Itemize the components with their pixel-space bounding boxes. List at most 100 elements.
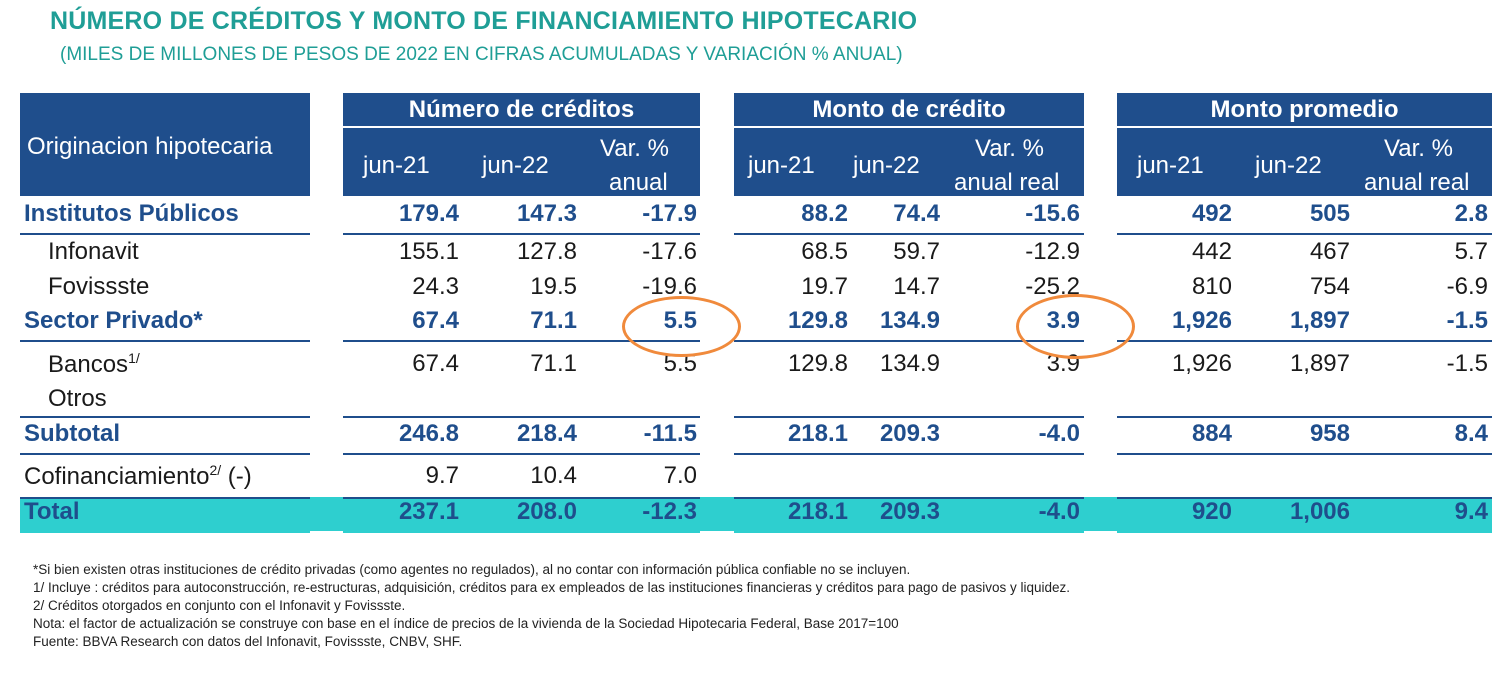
table-cell: 2.8 <box>1454 200 1488 227</box>
col-header-var: Var. % <box>1384 135 1453 162</box>
table-cell: 218.1 <box>787 498 848 525</box>
table-cell: 1,897 <box>1289 350 1350 377</box>
table-cell: -1.5 <box>1446 307 1488 334</box>
row-divider <box>734 497 1084 499</box>
table-cell: 129.8 <box>787 350 848 377</box>
row-divider <box>343 416 700 418</box>
table-cell: 754 <box>1309 273 1350 300</box>
table-cell: 920 <box>1191 498 1232 525</box>
col-header-var-sub: anual real <box>1364 169 1470 196</box>
row-label: Sector Privado* <box>24 307 203 334</box>
row-label: Infonavit <box>48 238 139 265</box>
table-cell: 155.1 <box>398 238 459 265</box>
table-cell: -19.6 <box>642 273 697 300</box>
table-cell: -6.9 <box>1446 273 1488 300</box>
col-header-var-sub: anual real <box>954 169 1060 196</box>
row-divider <box>343 453 700 455</box>
col-header-var-sub: anual <box>609 169 668 196</box>
row-divider <box>734 453 1084 455</box>
row-label: Cofinanciamiento2/ (-) <box>24 462 252 490</box>
table-cell: 505 <box>1309 200 1350 227</box>
table-cell: 9.7 <box>425 462 459 489</box>
footnote: *Si bien existen otras instituciones de … <box>33 562 911 577</box>
row-divider <box>20 497 310 499</box>
col-header-var: Var. % <box>975 135 1044 162</box>
footnote: 2/ Créditos otorgados en conjunto con el… <box>33 598 406 613</box>
row-divider <box>20 340 310 342</box>
footnote-marker: 1/ <box>128 350 140 366</box>
table-cell: 1,926 <box>1171 350 1232 377</box>
row-label: Otros <box>48 385 107 412</box>
row-header-label: Originacion hipotecaria <box>27 133 273 160</box>
row-divider <box>1117 416 1492 418</box>
table-cell: 492 <box>1191 200 1232 227</box>
col-header-jun21: jun-21 <box>363 152 430 179</box>
footnote-marker: 2/ <box>209 462 222 478</box>
table-cell: -12.9 <box>1025 238 1080 265</box>
group-header-numero: Número de créditos <box>343 93 700 126</box>
row-divider <box>343 531 700 533</box>
total-row-background <box>20 497 1492 531</box>
table-cell: 59.7 <box>893 238 940 265</box>
table-cell: 71.1 <box>530 307 577 334</box>
row-divider <box>1117 453 1492 455</box>
table-cell: 237.1 <box>398 498 459 525</box>
table-cell: 246.8 <box>398 420 459 447</box>
row-label: Institutos Públicos <box>24 200 239 227</box>
table-cell: -17.9 <box>642 200 697 227</box>
table-cell: 19.7 <box>801 273 848 300</box>
table-cell: 218.4 <box>516 420 577 447</box>
subheader-bg-numero <box>343 128 700 196</box>
table-cell: -12.3 <box>642 498 697 525</box>
table-cell: 7.0 <box>663 462 697 489</box>
table-cell: 24.3 <box>412 273 459 300</box>
row-divider <box>734 340 1084 342</box>
table-cell: 147.3 <box>516 200 577 227</box>
table-cell: 134.9 <box>879 307 940 334</box>
table-cell: 208.0 <box>516 498 577 525</box>
table-cell: 209.3 <box>879 420 940 447</box>
subheader-bg-promedio <box>1117 128 1492 196</box>
col-header-jun22: jun-22 <box>482 152 549 179</box>
table-cell: -4.0 <box>1038 498 1080 525</box>
table-cell: 127.8 <box>516 238 577 265</box>
table-cell: 218.1 <box>787 420 848 447</box>
table-cell: -4.0 <box>1038 420 1080 447</box>
table-cell: -15.6 <box>1025 200 1080 227</box>
row-divider <box>1117 531 1492 533</box>
table-cell: 68.5 <box>801 238 848 265</box>
table-cell: 74.4 <box>893 200 940 227</box>
table-cell: 9.4 <box>1454 498 1488 525</box>
row-divider <box>343 497 700 499</box>
table-cell: -1.5 <box>1446 350 1488 377</box>
highlight-circle-monto <box>1016 294 1135 359</box>
row-label: Subtotal <box>24 420 120 447</box>
col-header-jun22: jun-22 <box>853 152 920 179</box>
page-subtitle: (MILES DE MILLONES DE PESOS DE 2022 EN C… <box>60 44 903 65</box>
col-header-jun21: jun-21 <box>1137 152 1204 179</box>
row-divider <box>734 531 1084 533</box>
group-header-promedio: Monto promedio <box>1117 93 1492 126</box>
table-cell: 19.5 <box>530 273 577 300</box>
page-title: NÚMERO DE CRÉDITOS Y MONTO DE FINANCIAMI… <box>50 7 918 35</box>
footnote: Fuente: BBVA Research con datos del Info… <box>33 634 463 649</box>
table-cell: 67.4 <box>412 307 459 334</box>
table-cell: -11.5 <box>643 420 697 447</box>
table-cell: 442 <box>1191 238 1232 265</box>
table-cell: 8.4 <box>1454 420 1488 447</box>
table-cell: 1,897 <box>1289 307 1350 334</box>
row-header-cell <box>20 93 310 196</box>
row-divider <box>343 340 700 342</box>
table-cell: 71.1 <box>530 350 577 377</box>
row-divider <box>734 233 1084 235</box>
row-divider <box>1117 497 1492 499</box>
row-label: Bancos1/ <box>48 350 140 378</box>
row-divider <box>1117 340 1492 342</box>
table-cell: 134.9 <box>879 350 940 377</box>
row-divider <box>20 453 310 455</box>
table-cell: 467 <box>1309 238 1350 265</box>
row-label: Total <box>24 498 80 525</box>
footnote: Nota: el factor de actualización se cons… <box>33 616 899 631</box>
table-cell: 1,926 <box>1171 307 1232 334</box>
table-cell: 88.2 <box>801 200 848 227</box>
